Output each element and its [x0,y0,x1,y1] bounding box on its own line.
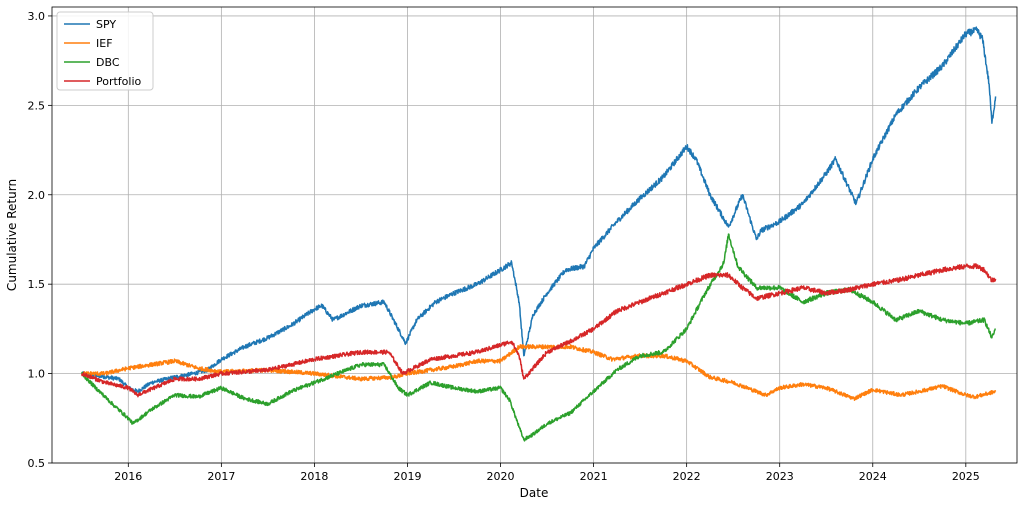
x-tick-label: 2024 [859,470,887,483]
x-axis: 2016 2017 2018 2019 2020 2021 2022 2023 2024 2025 [114,463,980,483]
y-axis: 0.5 1.0 1.5 2.0 2.5 3.0 [28,10,52,470]
x-tick-label: 2019 [393,470,421,483]
y-tick-label: 1.0 [28,368,46,381]
y-tick-label: 1.5 [28,278,46,291]
plot-frame [51,6,1018,464]
x-tick-label: 2025 [952,470,980,483]
x-tick-label: 2018 [300,470,328,483]
legend: SPY IEF DBC Portfolio [56,11,154,91]
legend-label-dbc: DBC [96,56,120,69]
y-axis-label: Cumulative Return [5,179,19,291]
x-tick-label: 2020 [487,470,515,483]
x-tick-label: 2022 [673,470,701,483]
legend-box [56,11,154,91]
x-tick-label: 2017 [207,470,235,483]
series-lines [81,26,997,442]
legend-label-spy: SPY [96,18,116,31]
y-tick-label: 0.5 [28,457,46,470]
plot-area [52,7,1017,463]
x-tick-label: 2023 [766,470,794,483]
y-tick-label: 2.5 [28,99,46,112]
series-line-spy [81,26,997,393]
y-tick-label: 3.0 [28,10,46,23]
x-tick-label: 2016 [114,470,142,483]
x-tick-label: 2021 [580,470,608,483]
x-axis-label: Date [520,486,549,500]
y-tick-label: 2.0 [28,189,46,202]
series-line-portfolio [81,263,997,398]
legend-label-ief: IEF [96,37,113,50]
legend-label-portfolio: Portfolio [96,75,142,88]
